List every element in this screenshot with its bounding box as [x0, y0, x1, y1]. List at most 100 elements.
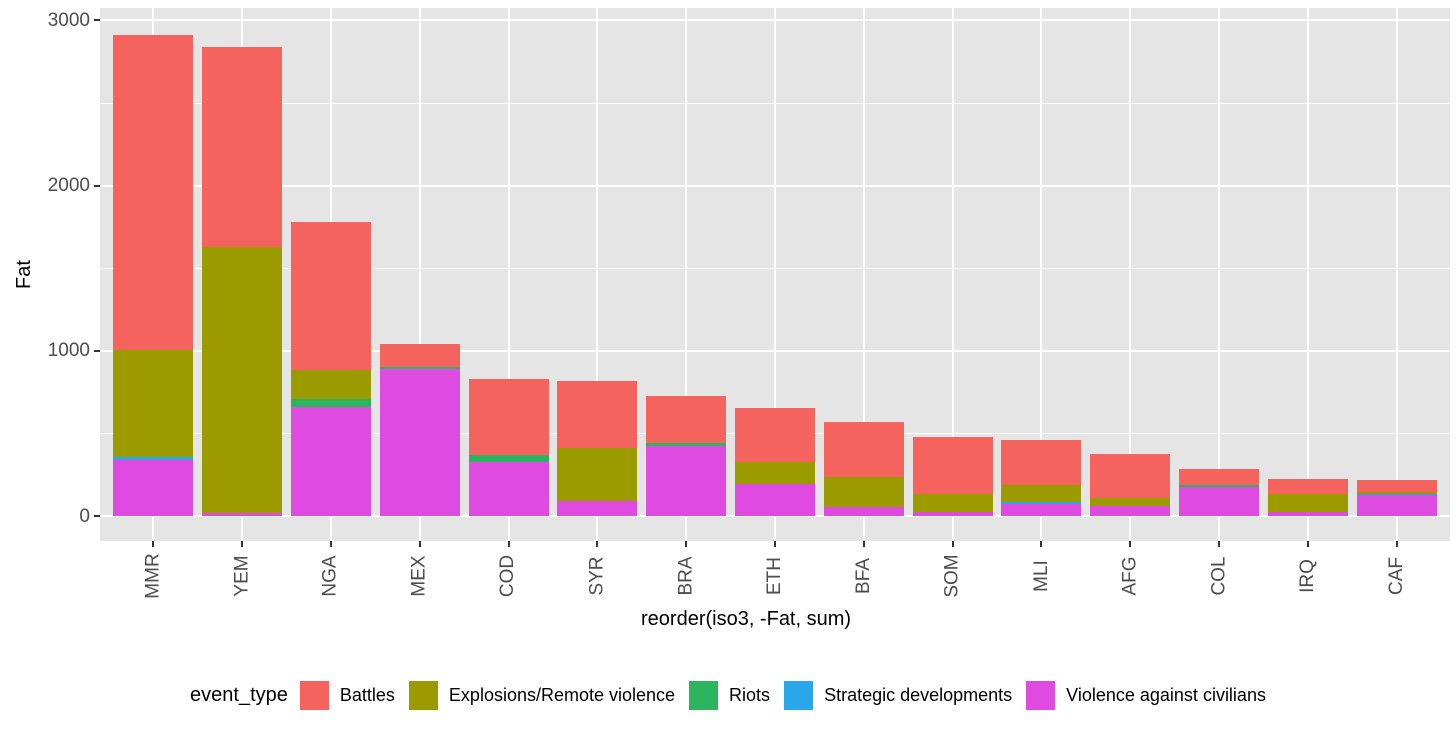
x-tick-label-afg: AFG	[1090, 550, 1170, 602]
bar-segment-syr	[557, 448, 638, 502]
legend-key-swatch	[1026, 680, 1056, 710]
bar-segment-mli	[1001, 485, 1082, 503]
bar-segment-bra	[646, 443, 727, 446]
legend-label: Battles	[339, 684, 395, 705]
x-tick-label-bfa: BFA	[824, 550, 904, 602]
gridline-vertical	[1395, 8, 1398, 541]
gridline-vertical	[685, 8, 688, 541]
x-tick-text: SYR	[586, 556, 608, 596]
x-tick-text: COL	[1208, 556, 1230, 596]
bar-segment-col	[1179, 485, 1260, 488]
gridline-vertical	[774, 8, 776, 541]
x-tick-label-mmr: MMR	[113, 550, 193, 602]
x-tick-mark	[507, 541, 510, 547]
bar-segment-yem	[202, 512, 283, 517]
legend-key-swatch	[784, 680, 814, 710]
x-tick-label-yem: YEM	[202, 550, 282, 602]
x-tick-text: MMR	[142, 553, 164, 599]
x-tick-label-irq: IRQ	[1268, 550, 1348, 602]
x-tick-label-cod: COD	[469, 550, 549, 602]
gridline-vertical	[951, 8, 954, 541]
bar-segment-bfa	[823, 422, 904, 478]
legend-key-swatch	[299, 680, 329, 710]
legend-item-strategic-developments: Strategic developments	[784, 680, 1013, 710]
x-tick-text: MLI	[1030, 560, 1052, 592]
legend-item-violence-against-civilians: Violence against civilians	[1026, 680, 1266, 710]
x-tick-label-mex: MEX	[380, 550, 460, 602]
legend-label: Strategic developments	[824, 684, 1013, 705]
bar-segment-mex	[379, 343, 460, 367]
bar-segment-cod	[468, 379, 549, 456]
bar-segment-nga	[290, 407, 371, 517]
bar-segment-eth	[735, 461, 815, 484]
legend: event_type Battles Explosions/Remote viol…	[0, 672, 1456, 718]
bar-segment-syr	[557, 501, 638, 517]
bar-segment-nga	[290, 222, 371, 370]
bar-segment-caf	[1356, 494, 1437, 517]
x-tick-mark	[1040, 541, 1043, 547]
legend-item-battles: Battles	[299, 680, 395, 710]
bar-segment-caf	[1356, 493, 1437, 495]
x-tick-mark	[329, 541, 332, 547]
bar-segment-irq	[1267, 512, 1348, 517]
x-tick-label-caf: CAF	[1357, 550, 1437, 602]
x-tick-text: BFA	[852, 558, 874, 594]
y-tick-label: 3000	[47, 9, 90, 31]
gridline-vertical	[1218, 8, 1221, 541]
x-tick-text: YEM	[231, 555, 253, 597]
bar-segment-afg	[1090, 506, 1171, 517]
x-axis-title: reorder(iso3, -Fat, sum)	[641, 608, 852, 630]
bar-segment-afg	[1090, 497, 1171, 507]
y-tick-mark	[94, 19, 100, 22]
x-tick-mark	[1306, 541, 1309, 547]
gridline-vertical	[418, 8, 421, 541]
bar-segment-syr	[557, 380, 638, 449]
bar-segment-bfa	[823, 507, 904, 517]
x-tick-text: BRA	[675, 556, 697, 596]
x-tick-mark	[1395, 541, 1398, 547]
bar-segment-irq	[1267, 479, 1348, 494]
y-tick-mark	[94, 349, 100, 352]
bar-segment-mex	[379, 369, 460, 517]
bar-segment-mli	[1001, 502, 1082, 504]
y-tick-label: 2000	[47, 175, 90, 197]
x-tick-text: CAF	[1385, 557, 1407, 595]
bar-segment-bra	[646, 445, 727, 517]
bar-segment-bra	[646, 395, 727, 444]
x-tick-mark	[1129, 541, 1132, 547]
bar-segment-eth	[735, 407, 815, 462]
bar-segment-cod	[468, 461, 549, 517]
gridline-vertical	[507, 8, 510, 541]
legend-label: Riots	[729, 684, 771, 705]
bar-segment-cod	[468, 455, 549, 462]
x-tick-text: NGA	[319, 555, 341, 597]
y-tick-mark	[94, 515, 100, 518]
bar-segment-mex	[379, 366, 460, 370]
legend-key-swatch	[689, 680, 719, 710]
y-tick-mark	[94, 184, 100, 187]
x-tick-mark	[418, 541, 421, 547]
legend-label: Violence against civilians	[1066, 684, 1266, 705]
legend-item-riots: Riots	[689, 680, 771, 710]
bar-segment-mli	[1001, 503, 1082, 517]
bar-segment-yem	[202, 246, 283, 513]
legend-title: event_type	[190, 683, 288, 706]
x-tick-label-col: COL	[1179, 550, 1259, 602]
bar-segment-nga	[290, 398, 371, 408]
x-tick-mark	[1218, 541, 1221, 547]
x-tick-label-mli: MLI	[1001, 550, 1081, 602]
bar-segment-eth	[735, 483, 815, 517]
x-tick-mark	[862, 541, 865, 547]
legend-key-swatch	[408, 680, 438, 710]
bar-segment-mmr	[113, 35, 194, 351]
x-tick-label-eth: ETH	[735, 550, 815, 602]
x-tick-mark	[596, 541, 599, 547]
bar-segment-som	[912, 493, 993, 513]
bar-segment-yem	[202, 46, 283, 247]
x-tick-text: AFG	[1119, 556, 1141, 596]
bar-segment-mmr	[113, 456, 194, 460]
x-tick-text: ETH	[764, 557, 785, 595]
x-tick-text: SOM	[941, 554, 963, 598]
x-tick-text: MEX	[408, 555, 430, 597]
